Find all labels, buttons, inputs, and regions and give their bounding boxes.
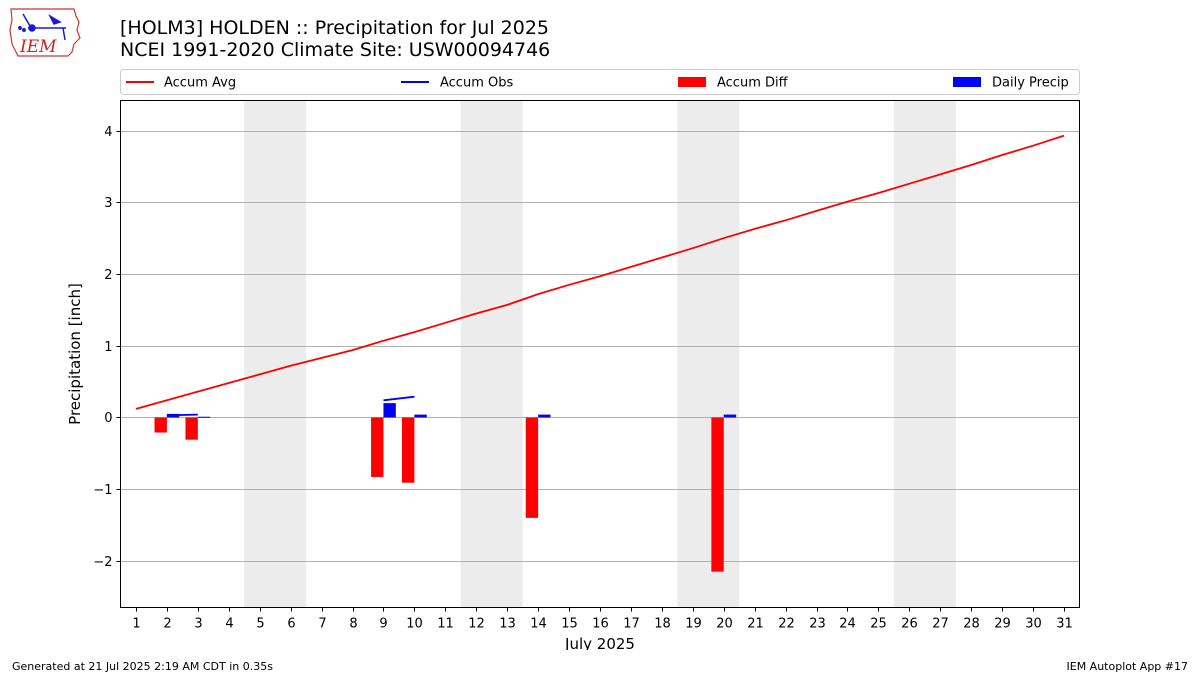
accum-diff-bar	[711, 417, 724, 572]
x-tick-label: 13	[499, 617, 516, 632]
x-tick-label: 18	[654, 617, 671, 632]
x-tick-label: 15	[561, 617, 578, 632]
footer-generated: Generated at 21 Jul 2025 2:19 AM CDT in …	[12, 660, 273, 673]
weather-instrument-icon	[18, 13, 66, 41]
legend: Accum Avg Accum Obs Accum Diff Daily Pre…	[120, 69, 1080, 95]
y-axis-label: Precipitation [inch]	[66, 283, 84, 425]
weekend-band-0	[244, 100, 307, 608]
x-tick-label: 16	[592, 617, 609, 632]
x-tick-label: 24	[839, 617, 856, 632]
x-tick-label: 17	[623, 617, 640, 632]
y-tick-label: 2	[104, 268, 112, 283]
x-tick-label: 30	[1025, 617, 1042, 632]
x-tick-label: 22	[778, 617, 795, 632]
chart-subtitle: NCEI 1991-2020 Climate Site: USW00094746	[120, 39, 551, 61]
x-tick-label: 10	[406, 617, 423, 632]
x-tick-label: 21	[747, 617, 764, 632]
y-tick-label: 4	[104, 125, 112, 140]
legend-label-accum-diff: Accum Diff	[717, 76, 789, 91]
legend-label-daily-precip: Daily Precip	[992, 76, 1069, 91]
accum-diff-bar	[371, 417, 384, 477]
legend-swatch-accum-diff	[678, 77, 706, 87]
x-tick-label: 4	[225, 617, 233, 632]
weekend-bands	[244, 100, 956, 608]
accum-diff-bar	[402, 417, 415, 483]
x-tick-label: 5	[256, 617, 264, 632]
x-tick-label: 31	[1056, 617, 1073, 632]
logo-text: IEM	[19, 37, 57, 57]
x-tick-label: 1	[132, 617, 140, 632]
y-tick-label: −1	[93, 483, 112, 498]
x-axis-label: July 2025	[564, 635, 635, 650]
legend-swatch-daily-precip	[953, 77, 981, 87]
iowa-outline-icon	[9, 8, 81, 57]
x-tick-label: 12	[468, 617, 485, 632]
x-tick-label: 9	[379, 617, 387, 632]
legend-frame	[120, 69, 1080, 95]
x-tick-label: 7	[318, 617, 326, 632]
x-tick-label: 3	[194, 617, 202, 632]
x-axis: 1 2 3 4 5 6 7 8 9 10 11 12 13 14 15 16 17 18 19 20 21 22 23 24 2…	[132, 607, 1073, 632]
x-tick-label: 6	[287, 617, 295, 632]
x-tick-label: 19	[685, 617, 702, 632]
x-tick-label: 28	[963, 617, 980, 632]
x-tick-label: 25	[870, 617, 887, 632]
accum-diff-bar	[525, 417, 539, 518]
bar-marks	[154, 403, 737, 572]
x-tick-label: 27	[932, 617, 949, 632]
x-tick-label: 2	[163, 617, 171, 632]
weekend-band-3	[893, 100, 956, 608]
x-tick-label: 26	[901, 617, 918, 632]
daily-precip-bar	[538, 414, 551, 418]
accum-obs-line-1	[383, 395, 415, 402]
x-tick-label: 8	[349, 617, 357, 632]
y-tick-label: −2	[93, 555, 112, 570]
weekend-band-1	[460, 100, 523, 608]
y-tick-label: 3	[104, 196, 112, 211]
accum-diff-bar	[185, 417, 198, 440]
daily-precip-bar	[383, 403, 396, 418]
legend-label-accum-obs: Accum Obs	[440, 76, 513, 91]
accum-avg-line	[135, 134, 1065, 410]
daily-precip-bar	[414, 414, 427, 418]
y-axis: −2 −1 0 1 2 3 4	[93, 125, 121, 570]
y-tick-label: 1	[104, 340, 112, 355]
daily-precip-bar	[723, 414, 737, 418]
line-marks	[135, 134, 1065, 417]
daily-precip-bar	[197, 416, 211, 418]
weekend-band-2	[677, 100, 740, 608]
iem-logo: IEM	[9, 8, 81, 57]
x-tick-label: 14	[530, 617, 547, 632]
footer-app: IEM Autoplot App #17	[1066, 660, 1189, 673]
accum-obs-line-0	[166, 413, 198, 417]
y-tick-label: 0	[104, 411, 112, 426]
x-tick-label: 11	[437, 617, 454, 632]
x-tick-label: 29	[994, 617, 1011, 632]
accum-diff-bar	[154, 417, 167, 433]
x-tick-label: 23	[809, 617, 826, 632]
chart-title: [HOLM3] HOLDEN :: Precipitation for Jul …	[120, 17, 550, 39]
x-tick-label: 20	[716, 617, 733, 632]
legend-label-accum-avg: Accum Avg	[164, 76, 236, 91]
gridlines	[120, 131, 1080, 562]
